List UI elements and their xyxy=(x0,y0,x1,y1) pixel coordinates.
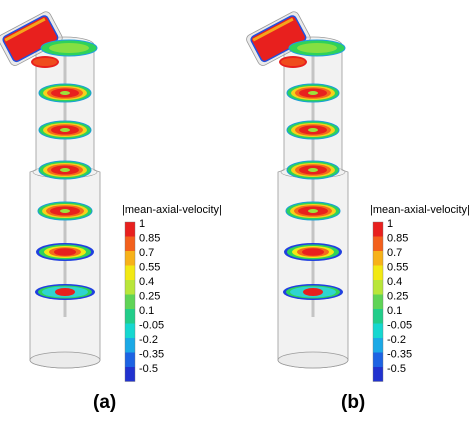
panel-label: (a) xyxy=(93,392,116,413)
slice-inlet-orange xyxy=(33,58,57,66)
velocity-slice xyxy=(36,243,94,261)
legend-tick-label: 0.85 xyxy=(139,233,160,245)
legend-tick-label: -0.5 xyxy=(139,363,158,375)
legend-swatch xyxy=(125,367,135,382)
pipe-bottom xyxy=(277,351,349,369)
legend-swatch xyxy=(373,236,383,251)
legend-swatch xyxy=(373,294,383,309)
legend-frame xyxy=(124,221,136,382)
inlet-velocity-slice xyxy=(2,15,59,63)
legend-tick-label: -0.05 xyxy=(387,320,412,332)
velocity-slice xyxy=(286,120,340,140)
legend-swatch xyxy=(373,367,383,382)
velocity-slice xyxy=(38,120,92,140)
legend-tick-label: 0.4 xyxy=(387,276,402,288)
slice-center xyxy=(308,91,318,95)
velocity-slice xyxy=(284,243,342,261)
slice-center xyxy=(60,91,70,95)
slice-center xyxy=(308,128,318,132)
legend-tick-label: 0.7 xyxy=(139,247,154,259)
velocity-slice xyxy=(31,39,98,68)
legend-tick-label: 0.85 xyxy=(387,233,408,245)
inlet-velocity-slice xyxy=(250,15,307,63)
legend-swatch xyxy=(373,309,383,324)
slice-core xyxy=(303,288,323,296)
legend-swatch xyxy=(373,338,383,353)
legend-tick-label: 0.55 xyxy=(139,262,160,274)
slice-band xyxy=(297,43,337,53)
legend-tick-label: -0.35 xyxy=(139,349,164,361)
legend-tick-label: -0.2 xyxy=(387,334,406,346)
legend-swatch xyxy=(373,323,383,338)
slice-band xyxy=(49,43,89,53)
legend-tick-label: 0.1 xyxy=(139,305,154,317)
slice-core xyxy=(54,248,76,256)
legend-tick-label: 0.4 xyxy=(139,276,154,288)
velocity-slice xyxy=(279,39,346,68)
panel-b: |mean-axial-velocity| 1 0.85 0.7 0.55 0.4 0.25… xyxy=(246,11,470,413)
color-legend: |mean-axial-velocity| 1 0.85 0.7 0.55 0.4 0.25… xyxy=(370,204,470,382)
legend-tick-label: 0.25 xyxy=(139,291,160,303)
velocity-slice xyxy=(283,284,343,300)
color-legend: |mean-axial-velocity| 1 0.85 0.7 0.55 0.4 0.25… xyxy=(122,204,222,382)
legend-tick-label: -0.2 xyxy=(139,334,158,346)
slice-center xyxy=(308,209,318,213)
legend-swatch xyxy=(125,236,135,251)
legend-tick-label: 0.7 xyxy=(387,247,402,259)
panel-a: |mean-axial-velocity| 1 0.85 0.7 0.55 0.4 0.25… xyxy=(0,11,222,413)
velocity-slice xyxy=(38,160,92,180)
panel-label: (b) xyxy=(341,392,365,413)
velocity-slice xyxy=(35,284,95,300)
legend-tick-label: -0.05 xyxy=(139,320,164,332)
legend-tick-label: 1 xyxy=(139,218,145,230)
legend-swatch xyxy=(125,265,135,280)
velocity-slice xyxy=(38,83,92,103)
legend-tick-label: -0.5 xyxy=(387,363,406,375)
legend-swatch xyxy=(125,222,135,237)
slice-center xyxy=(60,128,70,132)
slice-center xyxy=(60,209,70,213)
inlet-velocity-edge xyxy=(252,17,294,42)
velocity-slice xyxy=(286,83,340,103)
legend-swatch xyxy=(125,323,135,338)
legend-swatch xyxy=(373,265,383,280)
velocity-slice xyxy=(37,201,93,221)
central-rod xyxy=(63,55,67,317)
slice-inlet-orange xyxy=(281,58,305,66)
inlet-pipe xyxy=(246,11,311,66)
legend-swatch xyxy=(373,251,383,266)
legend-swatch xyxy=(373,352,383,367)
inlet-velocity-edge xyxy=(4,17,46,42)
slice-core xyxy=(55,288,75,296)
legend-tick-label: 0.55 xyxy=(387,262,408,274)
slice-center xyxy=(60,168,70,172)
slice-center xyxy=(308,168,318,172)
slice-core xyxy=(302,248,324,256)
legend-swatch xyxy=(125,309,135,324)
legend-swatch xyxy=(125,338,135,353)
legend-tick-label: -0.35 xyxy=(387,349,412,361)
legend-frame xyxy=(372,221,384,382)
legend-swatch xyxy=(125,280,135,295)
pipe-bottom xyxy=(29,351,101,369)
legend-tick-label: 0.25 xyxy=(387,291,408,303)
legend-tick-label: 1 xyxy=(387,218,393,230)
legend-swatch xyxy=(125,294,135,309)
velocity-slice xyxy=(286,160,340,180)
central-rod xyxy=(311,55,315,317)
legend-swatch xyxy=(125,352,135,367)
inlet-pipe xyxy=(0,11,63,66)
velocity-slice xyxy=(285,201,341,221)
legend-title: |mean-axial-velocity| xyxy=(370,204,470,216)
legend-swatch xyxy=(373,280,383,295)
legend-swatch xyxy=(373,222,383,237)
legend-title: |mean-axial-velocity| xyxy=(122,204,222,216)
legend-tick-label: 0.1 xyxy=(387,305,402,317)
legend-swatch xyxy=(125,251,135,266)
